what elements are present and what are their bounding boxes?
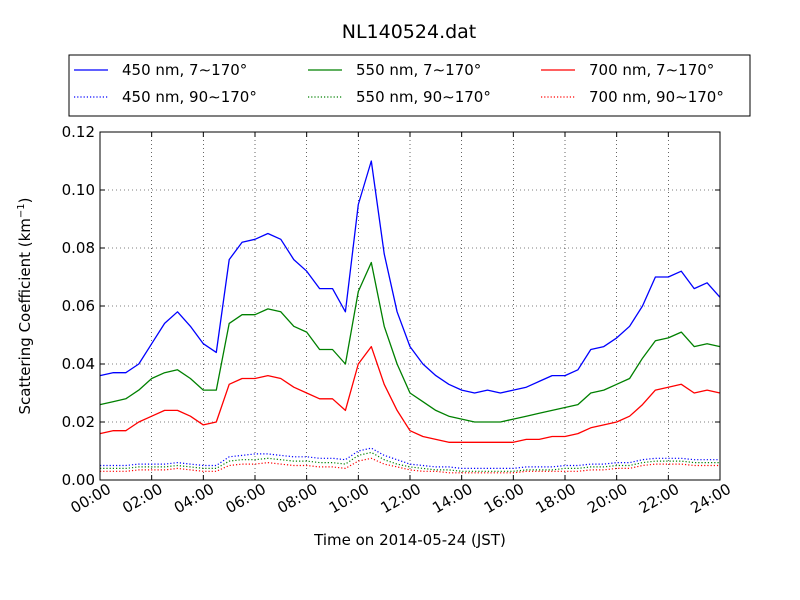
y-tick-label: 0.02 [62,413,95,431]
legend-label-1: 450 nm, 7∼170° [122,61,247,79]
y-axis-label: Scattering Coefficient (km−1) [16,197,34,414]
y-tick-label: 0.10 [62,181,95,199]
y-tick-label: 0.12 [62,123,95,141]
series-line-5 [100,451,720,472]
series-line-2 [99,261,721,423]
legend-label-5: 550 nm, 90∼170° [356,88,491,106]
y-tick-label: 0.04 [62,355,95,373]
legend-label-2: 550 nm, 7∼170° [356,61,481,79]
y-tick-label: 0.06 [62,297,95,315]
y-tick-label: 0.08 [62,239,95,257]
y-tick-label: 0.00 [62,471,95,489]
y-axis-label-main: Scattering Coefficient (km [16,218,34,414]
legend-label-4: 450 nm, 90∼170° [122,88,257,106]
chart-title: NL140524.dat [342,21,477,43]
series-layer [99,160,721,474]
legend-label-6: 700 nm, 90∼170° [589,88,724,106]
series-line-1 [99,160,721,394]
legend-frame [68,54,751,117]
legend: 450 nm, 7∼170° 550 nm, 7∼170° 700 nm, 7∼17… [68,54,751,117]
legend-label-3: 700 nm, 7∼170° [589,61,714,79]
plot-frame [99,131,721,481]
series-line-3 [99,345,721,443]
x-axis-label: Time on 2014-05-24 (JST) [313,531,506,549]
y-axis-label-sup: −1 [16,203,27,218]
y-axis-label-close: ) [16,197,34,203]
